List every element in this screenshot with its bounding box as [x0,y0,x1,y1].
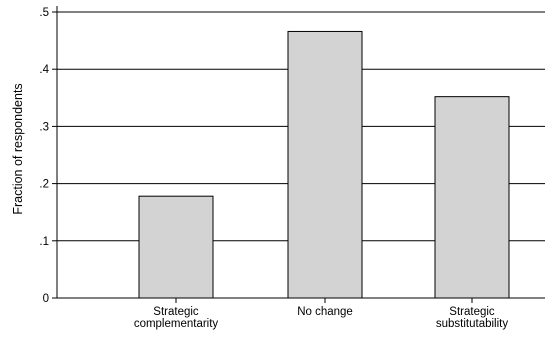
bar [287,30,363,299]
x-tick-label: Strategic [449,306,495,318]
x-tick-label: Strategic [153,306,199,318]
y-axis-title: Fraction of respondents [11,83,25,214]
bars [138,30,510,299]
bar [138,195,214,299]
x-tick-label: No change [297,306,353,318]
y-tick-label: 0 [43,293,49,305]
y-tick-label: .2 [39,179,49,191]
y-tick-label: .4 [39,64,49,76]
bar [434,96,510,299]
y-tick-label: .1 [39,236,49,248]
axes [52,6,545,303]
y-tick-label: .5 [39,7,49,19]
x-tick-label: complementarity [134,318,219,330]
x-tick-label: substitutability [436,318,508,330]
y-tick-label: .3 [39,121,49,133]
